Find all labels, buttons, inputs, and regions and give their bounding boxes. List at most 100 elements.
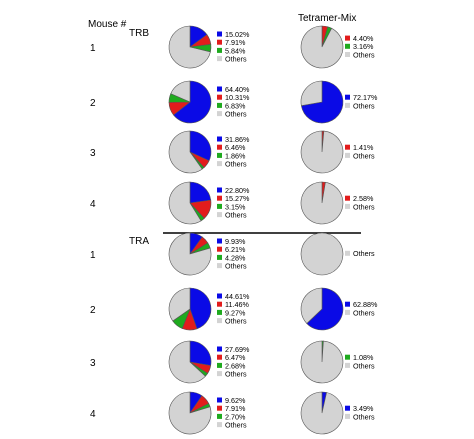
- tra-mouse-2-left-legend-label: Others: [225, 317, 247, 326]
- trb-mouse-4-right-legend-label: 2.58%: [353, 194, 374, 203]
- trb-mouse-2-left-legend-label: Others: [225, 110, 247, 119]
- trb-mouse-3-left-legend-swatch-blue: [217, 136, 222, 142]
- trb-mouse-4-left-legend-swatch-green: [217, 203, 222, 209]
- trb-mouse-2-right-legend-label: Others: [353, 101, 375, 110]
- trb-mouse-4-left-pie: [168, 181, 212, 225]
- tra-mouse-3-left-legend-swatch-blue: [217, 346, 222, 352]
- tra-mouse-1-left-legend-label: 4.28%: [225, 253, 246, 262]
- trb-mouse-1-mouse-number: 1: [90, 43, 96, 54]
- trb-mouse-1-left-legend-swatch-red: [217, 39, 222, 45]
- tra-mouse-4-right-legend-label: Others: [353, 412, 375, 421]
- tra-mouse-2-right-slice-gray: [300, 287, 323, 324]
- trb-mouse-1-left-legend-swatch-blue: [217, 31, 222, 37]
- tra-mouse-1-left-legend-label: 6.21%: [225, 245, 246, 254]
- trb-mouse-2-left-slice-blue: [173, 80, 212, 124]
- tra-mouse-2-right-legend-swatch-gray: [345, 309, 350, 315]
- section-label-trb: TRB: [129, 28, 149, 39]
- trb-mouse-3-left-legend-label: 6.46%: [225, 143, 246, 152]
- trb-mouse-2-left-slice-gray: [170, 80, 191, 103]
- trb-mouse-1-left-legend-label: 15.02%: [225, 30, 250, 39]
- trb-mouse-3-right-pie: [300, 130, 344, 174]
- trb-mouse-2-left-legend-label: 10.31%: [225, 93, 250, 102]
- trb-mouse-4-left-legend-label: 22.80%: [225, 186, 250, 195]
- trb-mouse-2-right-slice-gray: [300, 80, 323, 107]
- trb-mouse-4-left-legend-label: 15.27%: [225, 194, 250, 203]
- tra-mouse-2-left-legend-swatch-green: [217, 309, 222, 315]
- trb-mouse-1-left-legend-label: 5.84%: [225, 46, 246, 55]
- tra-mouse-3-left-legend-label: 6.47%: [225, 353, 246, 362]
- tra-mouse-4-right-pie: [300, 391, 344, 435]
- trb-mouse-3-left-pie: [168, 130, 212, 174]
- trb-mouse-2-right-legend-swatch-gray: [345, 102, 350, 108]
- trb-mouse-4-right-legend-label: Others: [353, 202, 375, 211]
- trb-mouse-4-left-legend-swatch-gray: [217, 212, 222, 218]
- trb-mouse-1-right-legend-label: 3.16%: [353, 42, 374, 51]
- tra-mouse-4-left-slice-gray: [168, 391, 212, 435]
- tra-mouse-1-left-pie: [168, 232, 212, 276]
- trb-mouse-3-left-legend-swatch-green: [217, 152, 222, 158]
- tra-mouse-3-right-legend-swatch-gray: [345, 362, 350, 368]
- trb-mouse-1-left-legend-label: Others: [225, 55, 247, 64]
- tra-mouse-1-right-slice-gray: [300, 232, 344, 276]
- tra-mouse-1-mouse-number: 1: [90, 250, 96, 261]
- pie-rows: 115.02%7.91%5.84%Others4.40%3.16%Others2…: [90, 25, 378, 435]
- tra-mouse-4-right-slice-gray: [300, 391, 344, 435]
- trb-mouse-2-right-legend-label: 72.17%: [353, 93, 378, 102]
- trb-mouse-3-left-legend-swatch-gray: [217, 161, 222, 167]
- tra-mouse-2-mouse-number: 2: [90, 305, 96, 316]
- trb-mouse-2-left-legend-swatch-red: [217, 94, 222, 100]
- tra-mouse-2-left-legend-label: 44.61%: [225, 292, 250, 301]
- trb-mouse-3-right-legend-swatch-red: [345, 144, 350, 150]
- tra-mouse-3-left-legend-label: 27.69%: [225, 345, 250, 354]
- trb-mouse-4-left-legend-label: Others: [225, 211, 247, 220]
- trb-mouse-2-left-legend-label: 6.83%: [225, 101, 246, 110]
- trb-mouse-3-left-legend-label: Others: [225, 160, 247, 169]
- trb-mouse-3-right-legend-label: 1.41%: [353, 143, 374, 152]
- tra-mouse-1-left-legend-label: 9.93%: [225, 237, 246, 246]
- trb-mouse-2-mouse-number: 2: [90, 98, 96, 109]
- trb-mouse-1-right-legend-swatch-green: [345, 43, 350, 49]
- trb-mouse-2-left-pie: [168, 80, 212, 124]
- tra-mouse-2-left-legend-label: 11.46%: [225, 300, 249, 309]
- trb-mouse-1-right-legend-swatch-gray: [345, 52, 350, 57]
- trb-mouse-1-right-slice-gray: [300, 25, 344, 69]
- tra-mouse-4-right-legend-label: 3.49%: [353, 404, 374, 413]
- tra-mouse-3-right-legend-label: 1.08%: [353, 353, 374, 362]
- trb-mouse-1-left-legend-label: 7.91%: [225, 38, 246, 47]
- trb-mouse-4-right-legend-swatch-red: [345, 195, 350, 201]
- tra-mouse-4-left-legend-swatch-blue: [217, 397, 222, 403]
- trb-mouse-4-left-legend-swatch-blue: [217, 187, 222, 193]
- tra-mouse-4-left-pie: [168, 391, 212, 435]
- trb-mouse-4-right-pie: [300, 181, 344, 225]
- trb-mouse-3-left-legend-swatch-red: [217, 144, 222, 150]
- tra-mouse-1-right-pie: [300, 232, 344, 276]
- trb-mouse-3-left-legend-label: 1.86%: [225, 151, 246, 160]
- trb-mouse-2-right-pie: [300, 80, 344, 124]
- tra-mouse-2-right-legend-swatch-blue: [345, 301, 350, 307]
- tra-mouse-3-left-legend-label: Others: [225, 370, 247, 379]
- trb-mouse-1-right-legend-label: Others: [353, 50, 375, 59]
- trb-mouse-3-left-legend-label: 31.86%: [225, 135, 250, 144]
- trb-mouse-1-left-pie: [168, 25, 212, 69]
- tra-mouse-4-left-legend-swatch-gray: [217, 422, 222, 428]
- tra-mouse-4-left-legend-label: 2.70%: [225, 412, 246, 421]
- tra-mouse-4-left-legend-swatch-red: [217, 405, 222, 411]
- trb-mouse-4-mouse-number: 4: [90, 199, 96, 210]
- trb-mouse-4-left-slice-blue: [189, 181, 212, 204]
- trb-mouse-3-left-slice-gray: [168, 130, 203, 174]
- trb-mouse-1-left-legend-swatch-gray: [217, 56, 222, 62]
- tra-mouse-2-right-legend-label: Others: [353, 308, 375, 317]
- tra-mouse-1-left-legend-swatch-gray: [217, 263, 222, 269]
- tra-mouse-3-left-legend-swatch-red: [217, 354, 222, 360]
- trb-mouse-2-right-legend-swatch-blue: [345, 94, 350, 100]
- tra-mouse-3-left-legend-swatch-green: [217, 362, 222, 368]
- tra-mouse-4-left-legend-label: 9.62%: [225, 396, 246, 405]
- tra-mouse-3-right-pie: [300, 340, 344, 384]
- tra-mouse-2-left-pie: [168, 287, 212, 331]
- tra-mouse-3-left-legend-swatch-gray: [217, 371, 222, 377]
- trb-mouse-1-left-legend-swatch-green: [217, 47, 222, 53]
- tra-mouse-2-left-legend-label: 9.27%: [225, 308, 246, 317]
- trb-mouse-4-right-legend-swatch-gray: [345, 203, 350, 209]
- tra-mouse-3-right-legend-swatch-green: [345, 354, 350, 360]
